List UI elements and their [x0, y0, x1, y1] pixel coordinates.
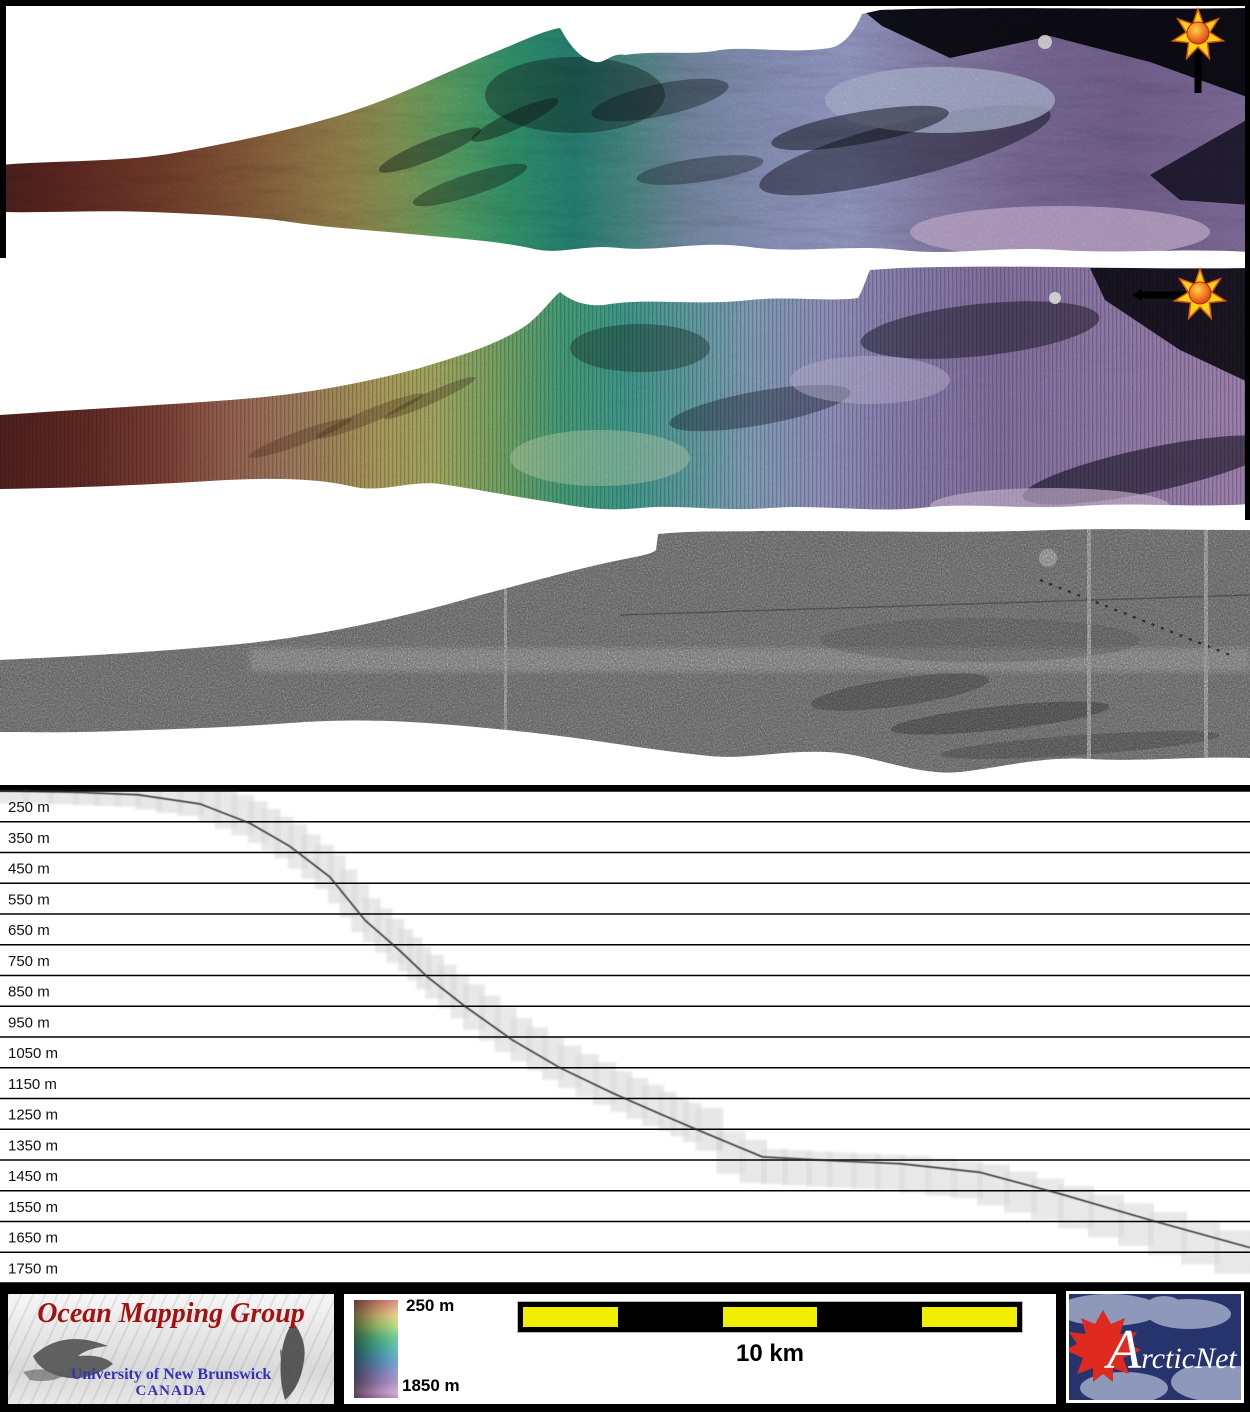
- omg-university-label: University of New Brunswick: [70, 1366, 272, 1383]
- seafloor-trace: [0, 790, 1250, 1249]
- chart-top-border: [0, 785, 1250, 791]
- arcticnet-logo-art: ArcticNet: [1069, 1294, 1241, 1400]
- scale-bar-segment: [922, 1307, 1017, 1327]
- depth-label: 1650 m: [8, 1230, 58, 1247]
- arcticnet-brand-text: ArcticNet: [1103, 1319, 1237, 1381]
- depth-label: 750 m: [8, 953, 50, 970]
- footer-bar: Ocean Mapping Group University of New Br…: [0, 1283, 1250, 1412]
- colorbar-top-label: 250 m: [406, 1296, 455, 1315]
- scale-bar-segment: [722, 1307, 818, 1327]
- echo-envelope-block: [156, 791, 184, 813]
- bathymetry-hillshade-top-lit: [0, 0, 1250, 258]
- depth-labels: 250 m 350 m 450 m 550 m 650 m 750 m 850 m 950 m…: [8, 799, 58, 1277]
- arcticnet-logo: ArcticNet: [1066, 1291, 1244, 1403]
- omg-country-label: CANADA: [135, 1383, 207, 1399]
- maple-leaf-icon: [1069, 1310, 1141, 1382]
- sun-illumination-icon-pointer-down: [1170, 6, 1226, 93]
- omg-logo: Ocean Mapping Group University of New Br…: [8, 1294, 334, 1404]
- scale-bar: [517, 1301, 1023, 1333]
- echo-envelope-block: [23, 791, 54, 804]
- echo-trace-envelope: [0, 791, 1250, 1274]
- depth-label: 1150 m: [8, 1076, 57, 1093]
- depth-label: 650 m: [8, 922, 50, 939]
- bathymetry-hillshade-side-lit: [0, 258, 1250, 520]
- scale-bar-label: 10 km: [735, 1340, 805, 1367]
- echo-envelope-block: [1181, 1221, 1221, 1265]
- scale-bar-segment: [523, 1307, 618, 1327]
- echo-envelope-block: [0, 791, 29, 804]
- backscatter-body: [0, 529, 1250, 773]
- depth-label: 1050 m: [8, 1045, 58, 1062]
- omg-logo-art: [23, 1322, 305, 1400]
- bathymetry-swath-1: [0, 6, 1250, 252]
- arctic-map-shapes: [1069, 1294, 1241, 1400]
- frame-border-top: [0, 0, 1250, 6]
- omg-logo-title: Ocean Mapping Group: [37, 1298, 305, 1329]
- arcticnet-logo-inner: ArcticNet: [1069, 1294, 1241, 1400]
- backscatter-swath: [0, 529, 1250, 773]
- backscatter-mosaic: [0, 520, 1250, 785]
- depth-label: 550 m: [8, 891, 50, 908]
- depth-label: 1250 m: [8, 1107, 58, 1124]
- scale-bar-segment: [822, 1307, 918, 1327]
- depth-label: 1450 m: [8, 1168, 58, 1185]
- depth-label: 1550 m: [8, 1199, 58, 1216]
- echo-envelope-block: [93, 791, 121, 806]
- sun-illumination-icon-pointer-left: [1132, 266, 1228, 321]
- colorbar-bottom-label: 1850 m: [402, 1376, 460, 1395]
- swath-2-body: [0, 266, 1250, 510]
- depth-label: 850 m: [8, 984, 50, 1001]
- bird-silhouette-right: [280, 1322, 305, 1400]
- swath-1-body: [0, 8, 1250, 252]
- echo-envelope-block: [73, 791, 100, 806]
- depth-label: 950 m: [8, 1014, 50, 1031]
- bathymetry-swath-2: [0, 266, 1250, 510]
- depth-label: 450 m: [8, 861, 50, 878]
- bird-silhouette-left: [23, 1338, 113, 1382]
- depth-label: 250 m: [8, 799, 50, 816]
- depth-label: 1750 m: [8, 1260, 58, 1277]
- frame-border-right: [1245, 0, 1250, 520]
- depth-colorbar: [354, 1300, 398, 1398]
- scale-bar-segment: [622, 1307, 718, 1327]
- legend-panel: 250 m 1850 m 10 km: [344, 1294, 1056, 1404]
- echo-envelope-block: [1148, 1211, 1188, 1256]
- echo-envelope-block: [48, 791, 79, 805]
- frame-border-left: [0, 0, 6, 258]
- depth-profile-chart: 250 m 350 m 450 m 550 m 650 m 750 m 850 m 950 m…: [0, 785, 1250, 1283]
- depth-label: 350 m: [8, 830, 50, 847]
- seafloor-trace-core: [0, 790, 1250, 1248]
- depth-label: 1350 m: [8, 1137, 58, 1154]
